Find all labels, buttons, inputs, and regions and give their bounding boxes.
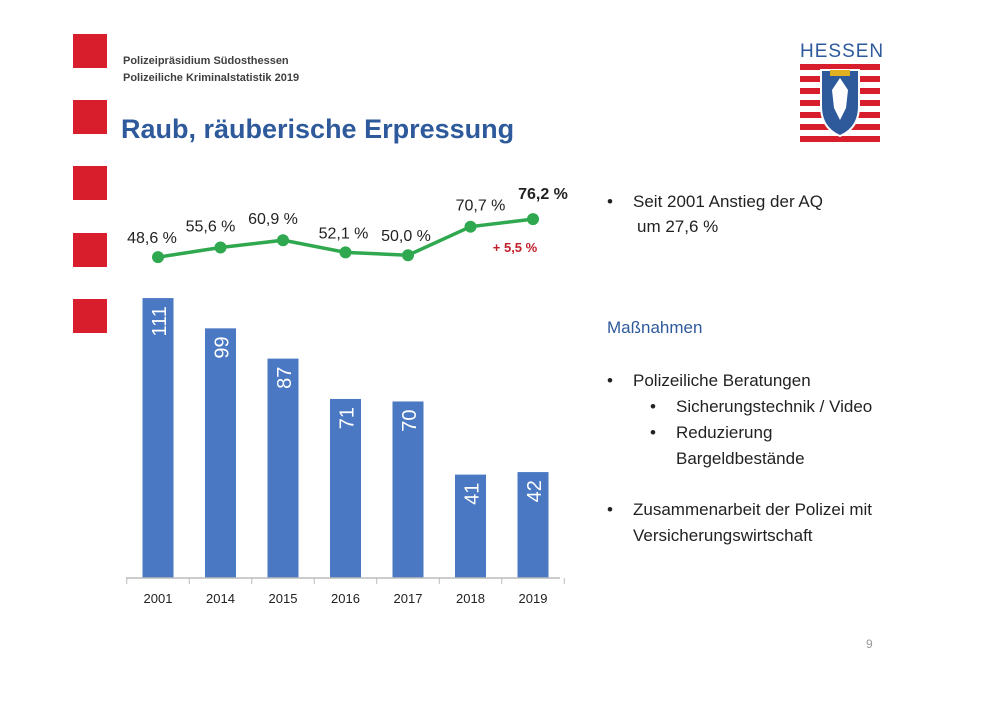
line-point-2015 <box>277 234 289 247</box>
bar-2015 <box>267 358 299 578</box>
line-label-2017: 50,0 % <box>381 228 431 245</box>
red-square-3 <box>73 166 107 200</box>
red-square-4 <box>73 233 107 267</box>
bar-2014 <box>205 328 236 578</box>
hessen-crest-icon <box>800 64 880 142</box>
line-label-2019: 76,2 % <box>518 186 568 203</box>
sub-bullet-2-line-2: Bargeldbestände <box>676 449 805 468</box>
sub-bullet-1: • Sicherungstechnik / Video <box>650 397 872 417</box>
bar-label-2014: 99 <box>212 336 234 358</box>
change-annotation: + 5,5 % <box>493 240 538 255</box>
page-number: 9 <box>866 637 873 651</box>
x-tick-label-2001: 2001 <box>144 591 173 606</box>
bullet-3-line-2: Versicherungswirtschaft <box>633 526 813 545</box>
sub-bullet-1-text: Sicherungstechnik / Video <box>676 397 873 416</box>
bullet-char: • <box>650 397 656 416</box>
line-point-2001 <box>152 251 164 264</box>
sub-bullet-2-line-1: Reduzierung <box>676 423 773 442</box>
red-square-2 <box>73 100 107 134</box>
line-label-2018: 70,7 % <box>456 198 506 215</box>
bullet-1-line-2: um 27,6 % <box>637 217 719 236</box>
bullet-2-text: Polizeiliche Beratungen <box>633 371 811 390</box>
x-tick-label-2016: 2016 <box>331 591 360 606</box>
hessen-logo: HESSEN <box>800 41 885 149</box>
line-point-2017 <box>402 249 414 262</box>
line-point-2019 <box>527 213 539 226</box>
bar-2019 <box>517 472 549 578</box>
line-point-2016 <box>339 246 352 259</box>
bar-label-2016: 71 <box>337 407 359 429</box>
page-title: Raub, räuberische Erpressung <box>121 114 515 144</box>
red-square-1 <box>73 34 107 68</box>
line-label-2016: 52,1 % <box>319 225 369 242</box>
bar-2001 <box>142 298 174 578</box>
bullet-char: • <box>607 500 613 519</box>
bar-label-2015: 87 <box>274 367 296 389</box>
logo-text: HESSEN <box>800 41 885 62</box>
line-label-2015: 60,9 % <box>248 211 298 228</box>
header-line-2: Polizeiliche Kriminalstatistik 2019 <box>123 72 300 84</box>
bullet-char: • <box>607 192 613 211</box>
bullet-3-line-1: Zusammenarbeit der Polizei mit <box>633 500 873 519</box>
bullet-char: • <box>607 371 613 390</box>
bullet-char: • <box>650 423 656 442</box>
bar-2017 <box>392 401 424 578</box>
line-label-2014: 55,6 % <box>186 219 236 236</box>
line-point-2018 <box>464 220 477 233</box>
bar-2016 <box>330 398 361 578</box>
bullet-1-line-1: Seit 2001 Anstieg der AQ <box>633 192 823 211</box>
x-tick-label-2018: 2018 <box>456 591 485 606</box>
red-square-5 <box>73 299 107 333</box>
measures-heading: Maßnahmen <box>607 318 703 337</box>
line-point-2014 <box>214 241 227 254</box>
bar-label-2019: 42 <box>524 480 546 502</box>
line-label-2001: 48,6 % <box>127 230 177 247</box>
x-tick-label-2019: 2019 <box>519 591 548 606</box>
x-tick-label-2015: 2015 <box>269 591 298 606</box>
x-tick-label-2017: 2017 <box>394 591 423 606</box>
x-tick-label-2014: 2014 <box>206 591 235 606</box>
bullet-2: • Polizeiliche Beratungen <box>607 371 811 391</box>
bar-label-2018: 41 <box>462 483 484 505</box>
bar-label-2017: 70 <box>399 409 421 431</box>
header-line-1: Polizeipräsidium Südosthessen <box>123 55 289 67</box>
bar-2018 <box>455 474 486 578</box>
bullet-1: • Seit 2001 Anstieg der AQ <box>607 192 823 212</box>
bullet-3: • Zusammenarbeit der Polizei mit <box>607 500 872 520</box>
bar-label-2001: 111 <box>149 306 171 336</box>
sub-bullet-2: • Reduzierung <box>650 423 772 443</box>
